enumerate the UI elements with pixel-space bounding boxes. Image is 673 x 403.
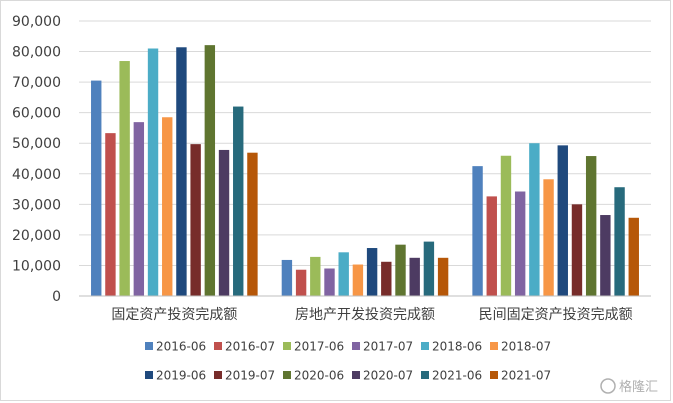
bar [233,106,244,296]
legend-item: 2017-06 [283,340,344,354]
legend-label: 2016-06 [156,340,206,354]
bar [176,47,187,297]
gridlines [79,20,651,266]
legend-label: 2017-06 [294,340,344,354]
bar [614,187,625,296]
y-tick-label: 50,000 [12,136,61,152]
watermark-text: 格隆汇 [619,379,658,395]
bar [600,215,611,296]
legend-swatch [421,371,429,379]
bar [147,48,159,296]
legend-item: 2018-07 [490,340,551,354]
bar [162,117,173,296]
y-tick-label: 90,000 [12,14,61,30]
bar [247,152,258,296]
bar [486,196,497,296]
bar [409,257,420,296]
watermark-logo-icon [600,378,616,394]
bar [310,256,321,296]
y-axis: 0 10,000 20,000 30,000 40,000 50,000 60,000 70,… [12,14,61,305]
legend-label: 2019-06 [156,369,206,383]
bar [281,259,293,296]
y-tick-label: 20,000 [12,228,61,244]
legend-label: 2018-07 [501,340,551,354]
legend-item: 2020-07 [352,369,413,383]
legend-swatch [421,342,429,350]
bar [190,144,201,296]
legend-label: 2017-07 [363,340,413,354]
y-tick-label: 30,000 [12,197,61,213]
bar [133,122,145,296]
legend-swatch [214,342,222,350]
bar [119,61,130,297]
bar [628,217,639,296]
legend-swatch [214,371,222,379]
legend-label: 2018-06 [432,340,482,354]
legend-item: 2018-06 [421,340,482,354]
bar [381,261,392,296]
bar [295,269,307,296]
bar [500,155,512,296]
bar [91,80,102,296]
legend-swatch [283,342,291,350]
legend-item: 2017-07 [352,340,413,354]
x-category-label: 民间固定资产投资完成额 [479,307,633,323]
x-axis: 固定资产投资完成额 房地产开发投资完成额 民间固定资产投资完成额 [79,295,651,323]
legend-label: 2021-06 [432,369,482,383]
legend-swatch [283,371,291,379]
legend-item: 2021-07 [490,369,551,383]
bar [324,268,335,296]
bar [204,45,216,297]
legend-label: 2020-06 [294,369,344,383]
bar [529,143,540,296]
legend-label: 2019-07 [225,369,275,383]
bar [557,145,568,296]
bar [338,252,349,296]
legend-swatch [145,371,153,379]
legend-item: 2016-07 [214,340,275,354]
x-category-label: 房地产开发投资完成额 [295,307,435,323]
y-tick-label: 0 [52,289,61,305]
legend-label: 2016-07 [225,340,275,354]
bar [423,241,435,296]
legend-item: 2016-06 [145,340,206,354]
legend-label: 2021-07 [501,369,551,383]
legend-item: 2020-06 [283,369,344,383]
bar [218,149,230,296]
bar [543,179,554,296]
y-tick-label: 80,000 [12,45,61,61]
bar [437,257,449,296]
legend-item: 2019-06 [145,369,206,383]
x-category-label: 固定资产投资完成额 [111,307,237,323]
legend-swatch [352,342,360,350]
legend-swatch [352,371,360,379]
legend: 2016-06 2016-07 2017-06 2017-07 2018-06 2018-… [145,340,551,383]
bars [91,45,639,297]
legend-swatch [145,342,153,350]
legend-swatch [490,371,498,379]
bar [585,156,597,296]
y-tick-label: 40,000 [12,167,61,183]
bar [395,244,406,296]
legend-swatch [490,342,498,350]
bar [571,204,583,296]
bar [366,248,378,296]
y-tick-label: 70,000 [12,75,61,91]
y-tick-label: 10,000 [12,258,61,274]
bar [514,191,526,296]
legend-item: 2019-07 [214,369,275,383]
bar [472,166,483,296]
legend-item: 2021-06 [421,369,482,383]
bar [352,264,364,296]
legend-label: 2020-07 [363,369,413,383]
watermark: 格隆汇 [600,378,658,395]
bar [105,133,116,296]
y-tick-label: 60,000 [12,106,61,122]
